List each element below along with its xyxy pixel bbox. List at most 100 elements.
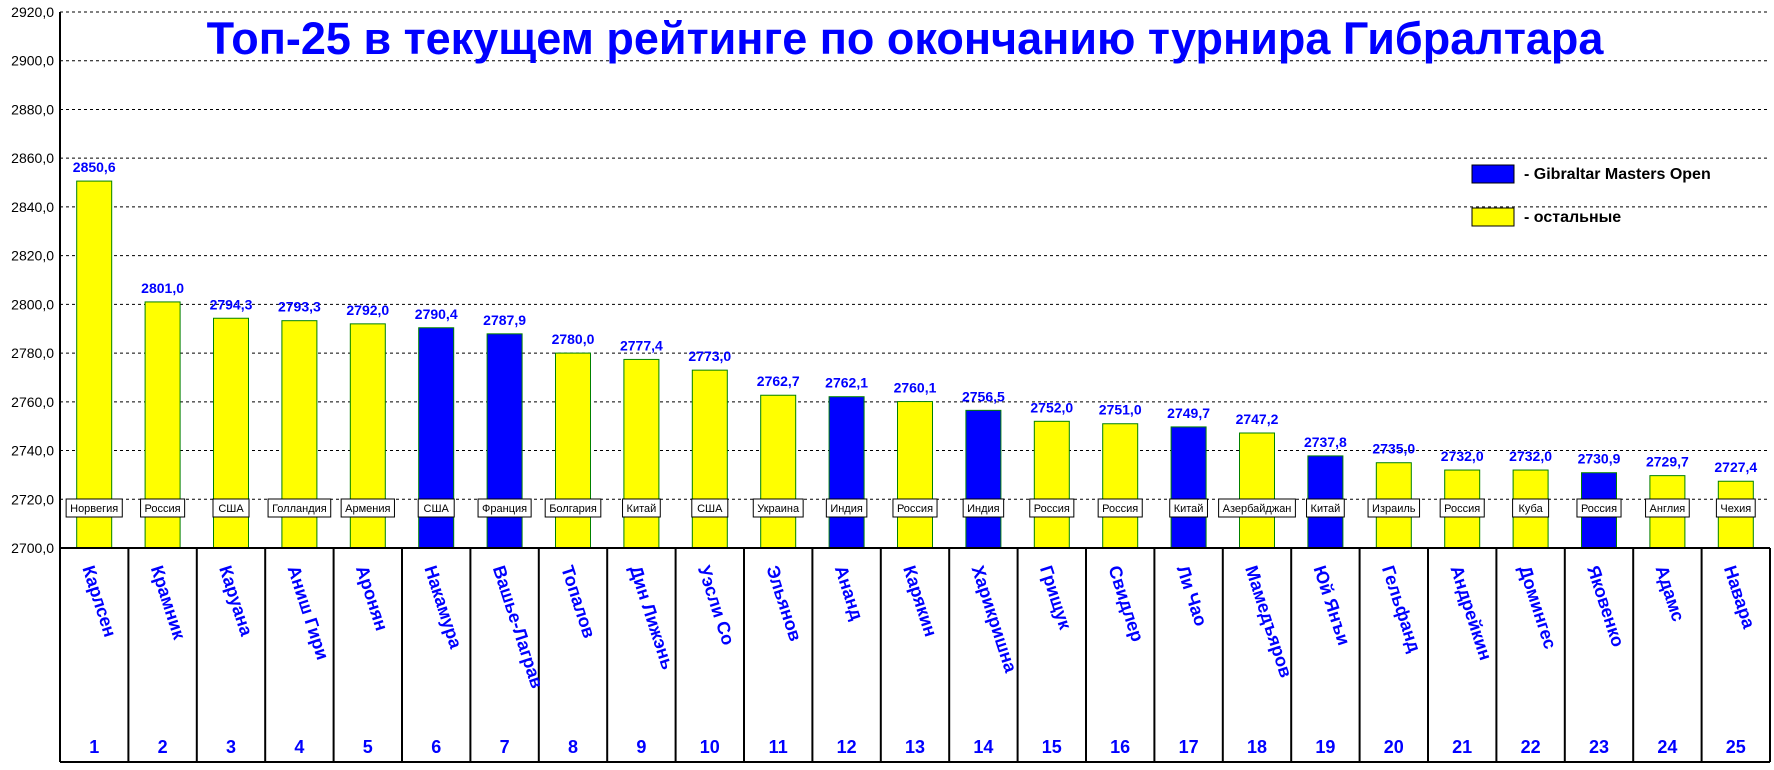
country-box xyxy=(962,498,1005,518)
rank-number: 10 xyxy=(700,737,720,757)
country-box xyxy=(267,498,332,518)
country-label: Россия xyxy=(1581,503,1617,515)
player-name: Юй Янъи xyxy=(1310,563,1355,648)
country-label: Россия xyxy=(1102,503,1138,515)
bar xyxy=(760,394,797,549)
player-name: Топалов xyxy=(557,563,599,641)
rank-number: 21 xyxy=(1452,737,1472,757)
player-name: Андрейкин xyxy=(1446,563,1495,663)
bar xyxy=(965,409,1002,549)
country-label: Армения xyxy=(345,503,390,515)
player-name: Аниш Гири xyxy=(284,563,333,662)
value-label: 2735,0 xyxy=(1372,441,1415,457)
rank-number: 24 xyxy=(1657,737,1677,757)
value-label: 2762,7 xyxy=(757,373,800,389)
country-label: Франция xyxy=(482,503,527,515)
rank-number: 5 xyxy=(363,737,373,757)
rank-number: 16 xyxy=(1110,737,1130,757)
value-label: 2732,0 xyxy=(1441,448,1484,464)
country-box xyxy=(1169,498,1208,518)
country-label: Россия xyxy=(1444,503,1480,515)
country-box xyxy=(417,498,455,518)
country-label: Болгария xyxy=(549,503,597,515)
y-tick-label: 2760,0 xyxy=(11,394,54,410)
rank-number: 20 xyxy=(1384,737,1404,757)
player-name: Гельфанд xyxy=(1378,563,1425,655)
player-name: Домингес xyxy=(1515,563,1561,651)
player-name: Харикришна xyxy=(968,563,1022,676)
country-box xyxy=(825,498,868,518)
rank-number: 2 xyxy=(158,737,168,757)
country-box xyxy=(340,498,395,518)
value-label: 2801,0 xyxy=(141,280,184,296)
value-label: 2793,3 xyxy=(278,299,321,315)
country-box xyxy=(212,498,250,518)
rank-number: 23 xyxy=(1589,737,1609,757)
country-box xyxy=(1367,498,1421,518)
player-name: Каруана xyxy=(215,563,257,639)
country-box xyxy=(477,498,532,518)
rank-number: 15 xyxy=(1042,737,1062,757)
rank-number: 13 xyxy=(905,737,925,757)
country-label: США xyxy=(424,503,450,515)
player-name: Ли Чао xyxy=(1173,563,1211,628)
legend-swatch xyxy=(1471,164,1515,184)
country-box xyxy=(1645,498,1690,518)
rank-number: 7 xyxy=(500,737,510,757)
legend: - Gibraltar Masters Open - остальные xyxy=(1471,164,1711,227)
y-tick-label: 2880,0 xyxy=(11,101,54,117)
country-box xyxy=(1306,498,1345,518)
rank-number: 17 xyxy=(1179,737,1199,757)
value-label: 2780,0 xyxy=(552,331,595,347)
player-name: Ананд xyxy=(831,563,868,623)
country-box xyxy=(140,498,186,518)
player-name: Крамник xyxy=(147,563,190,643)
rank-number: 9 xyxy=(636,737,646,757)
rank-number: 3 xyxy=(226,737,236,757)
y-tick-label: 2860,0 xyxy=(11,150,54,166)
value-label: 2730,9 xyxy=(1578,451,1621,467)
player-name: Свидлер xyxy=(1104,563,1147,644)
country-box xyxy=(622,498,661,518)
value-label: 2787,9 xyxy=(483,312,526,328)
country-box xyxy=(544,498,602,518)
y-tick-label: 2740,0 xyxy=(11,443,54,459)
value-label: 2752,0 xyxy=(1030,399,1073,415)
value-label: 2790,4 xyxy=(415,306,458,322)
country-label: Россия xyxy=(897,503,933,515)
player-name: Эльянов xyxy=(762,563,805,644)
player-name: Навара xyxy=(1720,563,1759,632)
data-labels: 2850,6 Норвегия 2801,0 Россия 2794,3 США 2793,… xyxy=(65,159,1757,518)
value-label: 2756,5 xyxy=(962,388,1005,404)
rank-number: 1 xyxy=(89,737,99,757)
country-box xyxy=(1715,498,1756,518)
country-box xyxy=(1097,498,1143,518)
country-box xyxy=(892,498,938,518)
country-label: Китай xyxy=(1311,503,1341,515)
country-box xyxy=(1218,498,1296,518)
value-label: 2777,4 xyxy=(620,337,663,353)
country-label: Норвегия xyxy=(70,503,118,515)
value-label: 2760,1 xyxy=(894,380,937,396)
rank-number: 11 xyxy=(769,737,788,757)
y-tick-label: 2780,0 xyxy=(11,345,54,361)
rank-number: 22 xyxy=(1521,737,1541,757)
bar xyxy=(1033,420,1070,549)
legend-swatch xyxy=(1471,207,1515,227)
chart-title: Топ-25 в текущем рейтинге по окончанию т… xyxy=(207,13,1605,64)
player-name: Уэсли Со xyxy=(694,563,738,648)
gridlines xyxy=(60,11,1770,500)
bar xyxy=(828,396,865,549)
y-tick-label: 2840,0 xyxy=(11,199,54,215)
value-label: 2737,8 xyxy=(1304,434,1347,450)
bar xyxy=(623,358,660,549)
country-label: Голландия xyxy=(272,503,327,515)
y-tick-label: 2820,0 xyxy=(11,248,54,264)
value-label: 2850,6 xyxy=(73,159,116,175)
value-label: 2794,3 xyxy=(210,296,253,312)
player-name: Адамс xyxy=(1652,563,1689,624)
country-box xyxy=(1439,498,1485,518)
country-label: Россия xyxy=(145,503,181,515)
country-box xyxy=(691,498,729,518)
